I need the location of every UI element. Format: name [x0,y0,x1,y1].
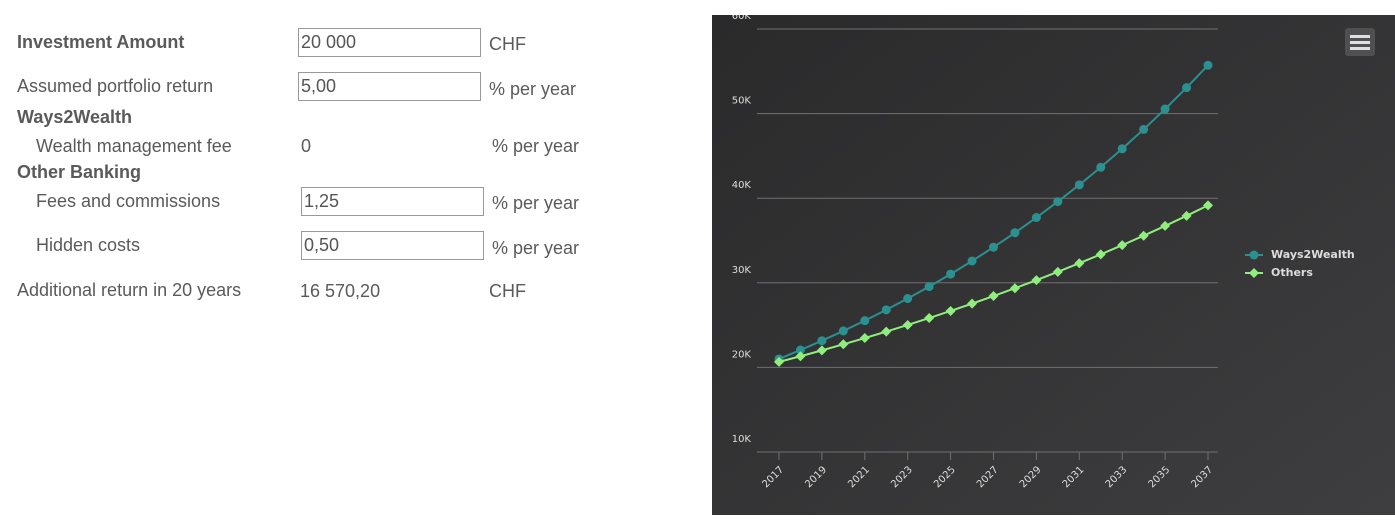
legend-label: Ways2Wealth [1271,248,1355,261]
label: Wealth management fee [36,136,232,156]
data-point [838,326,848,336]
data-point [1203,200,1213,211]
data-point [1203,60,1213,70]
y-tick-label: 20K [732,349,752,360]
data-point [1117,144,1127,154]
data-point [795,351,806,362]
data-point [1010,228,1020,238]
input[interactable]: 5,00 [298,72,481,101]
data-point [1095,249,1106,260]
input[interactable]: 1,25 [301,187,484,216]
section-title: Ways2Wealth [17,107,133,127]
y-tick-label: 10K [732,434,752,445]
data-point [989,242,998,252]
data-point [903,294,913,304]
data-point [946,269,956,279]
data-point [860,316,870,326]
section-title: Other Banking [17,162,142,182]
unit: % per year [489,79,577,99]
data-point [1160,220,1171,231]
legend-label: Others [1271,266,1313,279]
unit: % per year [492,238,580,258]
label: Assumed portfolio return [17,76,214,96]
data-point [988,291,999,302]
data-point [1160,104,1170,114]
data-point [1182,83,1192,93]
data-point [1181,210,1192,221]
data-point [838,339,849,350]
input[interactable]: 0,50 [301,231,484,260]
y-tick-label: 40K [732,180,752,191]
data-point [1052,266,1063,277]
unit: CHF [489,281,526,301]
y-tick-label: 50K [732,96,752,107]
data-point [1074,180,1084,190]
data-point [1009,283,1020,294]
data-point [817,336,827,346]
unit: % per year [492,193,580,213]
label: Additional return in 20 years [17,280,242,300]
data-point [881,305,891,315]
value: 0 [301,136,312,156]
data-point [816,345,827,356]
legend-marker [1249,250,1259,260]
label: Investment Amount [17,32,185,52]
label: Fees and commissions [36,191,221,211]
data-point [774,356,784,367]
data-point [1053,197,1063,207]
legend-item[interactable]: Others [1245,266,1313,279]
unit: CHF [489,34,526,54]
data-point [924,282,934,292]
value: 16 570,20 [300,281,381,301]
data-point [881,326,892,337]
data-point [1074,258,1085,269]
input[interactable]: 20 000 [298,28,481,57]
data-point [924,313,935,324]
label: Hidden costs [36,235,141,255]
data-point [859,333,870,344]
y-tick-label: 60K [732,15,752,22]
data-point [1117,240,1128,251]
unit: % per year [492,136,580,156]
data-point [902,319,913,330]
y-tick-label: 30K [732,265,752,276]
data-point [945,305,956,316]
menu-button[interactable] [1345,28,1375,56]
data-point [1138,230,1149,241]
data-point [1096,162,1106,172]
legend-marker [1249,268,1259,278]
data-point [1139,124,1149,134]
chart-background [712,15,1395,515]
data-point [1031,275,1042,286]
data-point [967,256,977,266]
legend-item[interactable]: Ways2Wealth [1245,248,1355,261]
data-point [795,345,805,355]
data-point [1031,213,1041,223]
data-point [967,298,978,309]
